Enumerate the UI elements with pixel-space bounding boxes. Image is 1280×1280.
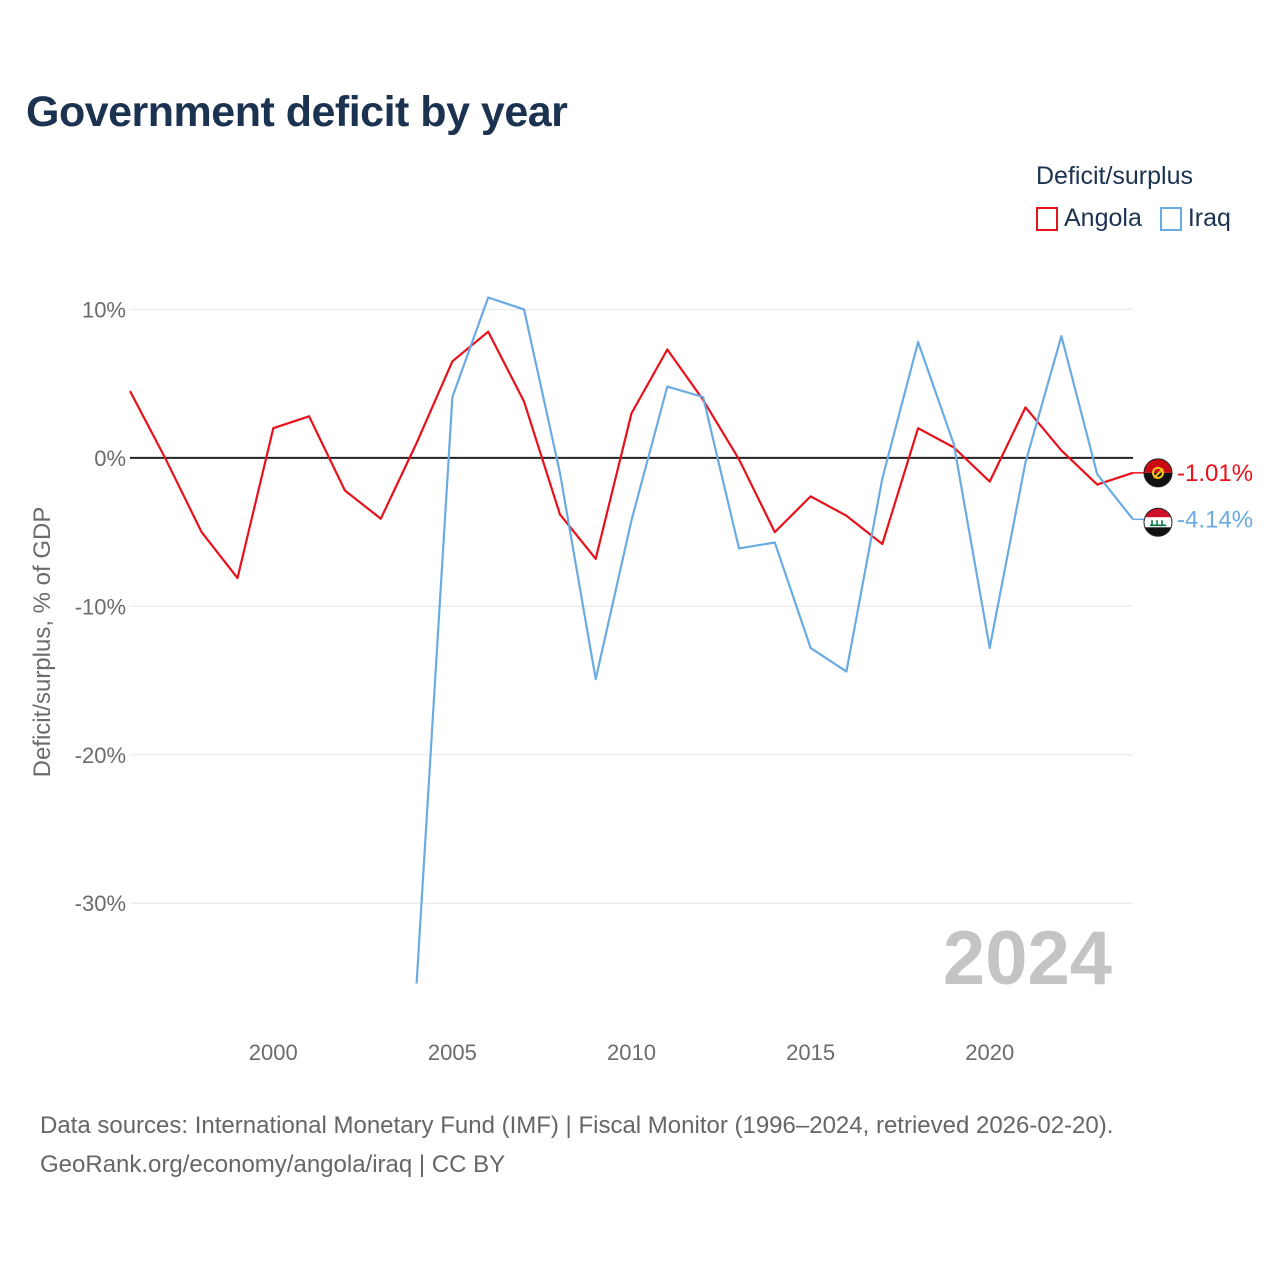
gridlines [130,308,1133,904]
angola-flag-icon [1144,458,1172,487]
y-tick-label: 0% [94,446,126,471]
end-label-iraq: -4.14% [1177,506,1253,533]
legend-item-angola[interactable]: Angola [1036,204,1142,233]
y-tick-label: 10% [82,297,126,322]
legend-label-iraq: Iraq [1187,204,1231,232]
legend: Angola Iraq [1036,204,1231,233]
current-year-watermark: 2024 [943,916,1112,1001]
x-tick-label: 2015 [786,1040,835,1065]
y-tick-label: -20% [75,743,126,768]
axis-ticks: 10% 0% -10% -20% -30% 2000 2005 2010 2015 2020 [75,297,1015,1065]
x-tick-label: 2020 [965,1040,1014,1065]
source-note: Data sources: International Monetary Fun… [40,1106,1113,1184]
source-line-1: Data sources: International Monetary Fun… [40,1112,1114,1139]
iraq-flag-icon [1144,508,1172,537]
y-axis-title: Deficit/surplus, % of GDP [29,507,56,778]
legend-swatch-iraq [1159,206,1182,231]
series-line-iraq[interactable] [415,296,1134,984]
chart-title: Government deficit by year [26,88,568,136]
legend-title: Deficit/surplus [1036,162,1193,190]
x-tick-label: 2000 [249,1040,298,1065]
y-tick-label: -10% [75,594,126,619]
x-tick-label: 2010 [607,1040,656,1065]
source-line-2[interactable]: GeoRank.org/economy/angola/iraq | CC BY [40,1151,506,1178]
x-tick-label: 2005 [428,1040,477,1065]
series-lines [129,296,1134,984]
legend-item-iraq[interactable]: Iraq [1159,204,1231,233]
iraq-flag-rim [1143,507,1173,537]
end-label-angola: -1.01% [1177,460,1253,487]
end-markers: -1.01% -4.14% [1133,458,1253,537]
legend-label-angola: Angola [1064,204,1142,232]
y-tick-label: -30% [75,891,126,916]
legend-swatch-angola [1036,206,1058,231]
angola-flag-rim [1143,458,1173,488]
series-line-angola[interactable] [129,330,1134,580]
